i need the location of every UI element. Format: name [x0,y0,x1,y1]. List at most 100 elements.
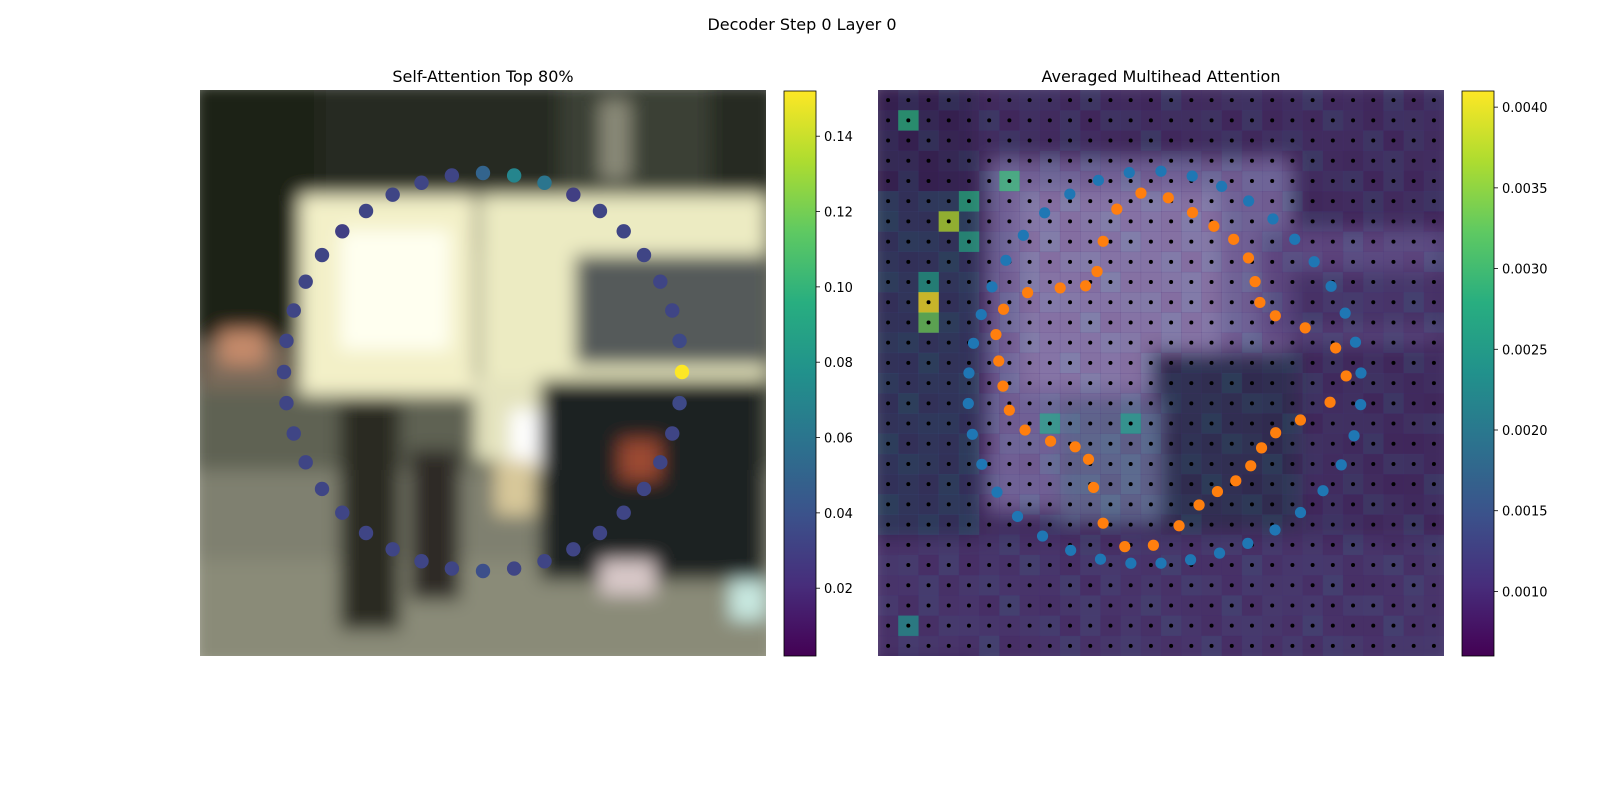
grid-point [1391,603,1396,608]
grid-point [1411,461,1416,466]
grid-point [1169,98,1174,103]
grid-point [946,643,951,648]
grid-point [1128,239,1133,244]
self-attention-point [616,224,631,239]
grid-point [1148,320,1153,325]
grid-point [1169,643,1174,648]
grid-point [1371,441,1376,446]
grid-point [1169,623,1174,628]
grid-point [1411,300,1416,305]
grid-point [926,381,931,386]
grid-point [1007,320,1012,325]
grid-point [1310,421,1315,426]
grid-point [1229,320,1234,325]
grid-point [1330,138,1335,143]
grid-point [1290,340,1295,345]
sampling-point [1019,424,1031,436]
reference-point [1125,557,1137,569]
self-attention-point [674,364,690,380]
grid-point [1088,239,1093,244]
grid-point [966,199,971,204]
grid-point [1249,583,1254,588]
grid-point [987,360,992,365]
grid-point [1128,138,1133,143]
grid-point [1209,603,1214,608]
grid-point [1330,360,1335,365]
grid-point [1270,441,1275,446]
sampling-point [1324,396,1336,408]
grid-point [1068,401,1073,406]
grid-point [1088,381,1093,386]
grid-point [1431,219,1436,224]
grid-point [1047,118,1052,123]
grid-point [1189,300,1194,305]
grid-point [1068,522,1073,527]
grid-point [1351,280,1356,285]
reference-point [976,458,988,470]
grid-point [1007,219,1012,224]
reference-point [1039,207,1051,219]
grid-point [1007,643,1012,648]
grid-point [1169,118,1174,123]
reference-point [1335,459,1347,471]
grid-point [1209,421,1214,426]
grid-point [1371,340,1376,345]
grid-point [1189,623,1194,628]
grid-point [1189,461,1194,466]
grid-point [1411,502,1416,507]
grid-point [1290,623,1295,628]
grid-point [1128,502,1133,507]
grid-point [1371,401,1376,406]
grid-point [1068,300,1073,305]
grid-point [1189,280,1194,285]
reference-point [1065,544,1077,556]
grid-point [906,401,911,406]
left-colorbar: 0.02 0.04 0.06 0.08 0.10 0.12 0.14 [783,90,853,657]
grid-point [1290,441,1295,446]
grid-point [1169,158,1174,163]
grid-point [1249,300,1254,305]
grid-point [1169,401,1174,406]
grid-point [906,259,911,264]
grid-point [926,280,931,285]
grid-point [1330,482,1335,487]
grid-point [987,239,992,244]
reference-points [962,165,1367,569]
grid-point [1270,603,1275,608]
grid-point [1047,502,1052,507]
reference-point [1339,307,1351,319]
reference-point [1155,165,1167,177]
grid-point [1148,340,1153,345]
grid-point [906,158,911,163]
grid-point [1290,603,1295,608]
grid-point [1290,563,1295,568]
sampling-point [1245,460,1257,472]
grid-point [966,482,971,487]
self-attention-point [636,247,652,263]
colorbar-tick-label: 0.0030 [1502,263,1548,278]
grid-point [1310,199,1315,204]
grid-point [1128,623,1133,628]
grid-point [1027,542,1032,547]
grid-point [926,320,931,325]
reference-point [1094,553,1107,565]
grid-point [1270,340,1275,345]
reference-point [962,397,974,410]
grid-point [1007,118,1012,123]
grid-point [966,522,971,527]
grid-point [886,381,891,386]
grid-point [1351,178,1356,183]
grid-point [1391,118,1396,123]
grid-point [1027,461,1032,466]
grid-point [1391,643,1396,648]
grid-point [906,482,911,487]
grid-point [1310,563,1315,568]
self-attention-point [665,426,680,441]
grid-point [1047,381,1052,386]
grid-point [1371,259,1376,264]
grid-point [1411,239,1416,244]
grid-point [1431,502,1436,507]
grid-point [1027,603,1032,608]
grid-point [1148,138,1153,143]
grid-point [1310,340,1315,345]
